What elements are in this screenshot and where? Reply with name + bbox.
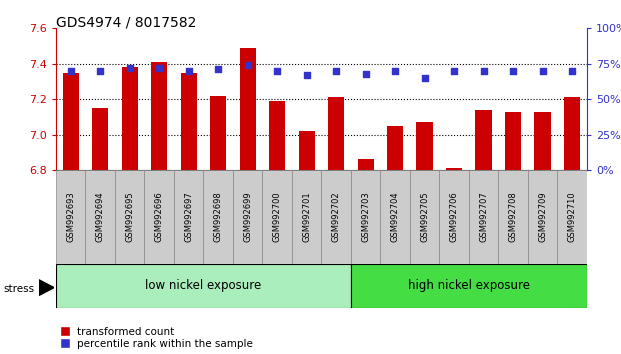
- Bar: [240, 48, 256, 170]
- Point: [154, 65, 164, 71]
- Bar: [446, 168, 462, 170]
- Bar: [476, 110, 492, 170]
- Text: GSM992704: GSM992704: [391, 192, 399, 242]
- Text: GSM992705: GSM992705: [420, 192, 429, 242]
- Point: [361, 71, 371, 76]
- Text: GSM992708: GSM992708: [509, 192, 517, 242]
- Bar: [557, 170, 587, 264]
- Bar: [564, 97, 580, 170]
- Bar: [535, 112, 551, 170]
- Bar: [505, 112, 521, 170]
- Bar: [351, 170, 380, 264]
- Bar: [269, 101, 285, 170]
- Bar: [63, 73, 79, 170]
- Bar: [410, 170, 439, 264]
- Point: [538, 68, 548, 74]
- Text: high nickel exposure: high nickel exposure: [408, 279, 530, 292]
- Bar: [322, 170, 351, 264]
- Bar: [204, 170, 233, 264]
- Point: [479, 68, 489, 74]
- Bar: [358, 159, 374, 170]
- Point: [302, 72, 312, 78]
- Polygon shape: [39, 280, 54, 296]
- Bar: [417, 122, 433, 170]
- Point: [331, 68, 341, 74]
- Point: [66, 68, 76, 74]
- Point: [567, 68, 577, 74]
- Text: GDS4974 / 8017582: GDS4974 / 8017582: [56, 16, 196, 30]
- Text: GSM992699: GSM992699: [243, 192, 252, 242]
- Text: GSM992695: GSM992695: [125, 192, 134, 242]
- Bar: [181, 73, 197, 170]
- Point: [95, 68, 105, 74]
- Text: GSM992697: GSM992697: [184, 192, 193, 242]
- Bar: [151, 62, 167, 170]
- Point: [420, 75, 430, 81]
- Text: GSM992703: GSM992703: [361, 192, 370, 242]
- Point: [272, 68, 282, 74]
- Text: low nickel exposure: low nickel exposure: [145, 279, 261, 292]
- Bar: [122, 67, 138, 170]
- Text: GSM992696: GSM992696: [155, 192, 163, 242]
- Text: GSM992707: GSM992707: [479, 192, 488, 242]
- Point: [125, 65, 135, 71]
- Point: [184, 68, 194, 74]
- Legend: transformed count, percentile rank within the sample: transformed count, percentile rank withi…: [61, 327, 253, 349]
- Bar: [92, 108, 108, 170]
- Point: [213, 67, 223, 72]
- Text: GSM992709: GSM992709: [538, 192, 547, 242]
- Point: [243, 62, 253, 68]
- Text: GSM992700: GSM992700: [273, 192, 281, 242]
- Bar: [439, 170, 469, 264]
- Bar: [380, 170, 410, 264]
- Point: [508, 68, 518, 74]
- Point: [449, 68, 459, 74]
- Bar: [299, 131, 315, 170]
- Text: GSM992706: GSM992706: [450, 192, 458, 242]
- Text: GSM992698: GSM992698: [214, 192, 222, 242]
- Bar: [498, 170, 528, 264]
- Bar: [292, 170, 322, 264]
- Text: stress: stress: [3, 284, 34, 293]
- Bar: [174, 170, 204, 264]
- Bar: [144, 170, 174, 264]
- Point: [390, 68, 400, 74]
- Bar: [328, 97, 344, 170]
- Bar: [56, 264, 351, 308]
- Text: GSM992694: GSM992694: [96, 192, 104, 242]
- Bar: [210, 96, 226, 170]
- Bar: [115, 170, 144, 264]
- Text: GSM992710: GSM992710: [568, 192, 576, 242]
- Text: GSM992702: GSM992702: [332, 192, 340, 242]
- Bar: [528, 170, 557, 264]
- Bar: [351, 264, 587, 308]
- Bar: [262, 170, 292, 264]
- Bar: [233, 170, 262, 264]
- Text: GSM992693: GSM992693: [66, 192, 75, 242]
- Bar: [86, 170, 115, 264]
- Bar: [469, 170, 498, 264]
- Bar: [387, 126, 403, 170]
- Bar: [56, 170, 85, 264]
- Text: GSM992701: GSM992701: [302, 192, 311, 242]
